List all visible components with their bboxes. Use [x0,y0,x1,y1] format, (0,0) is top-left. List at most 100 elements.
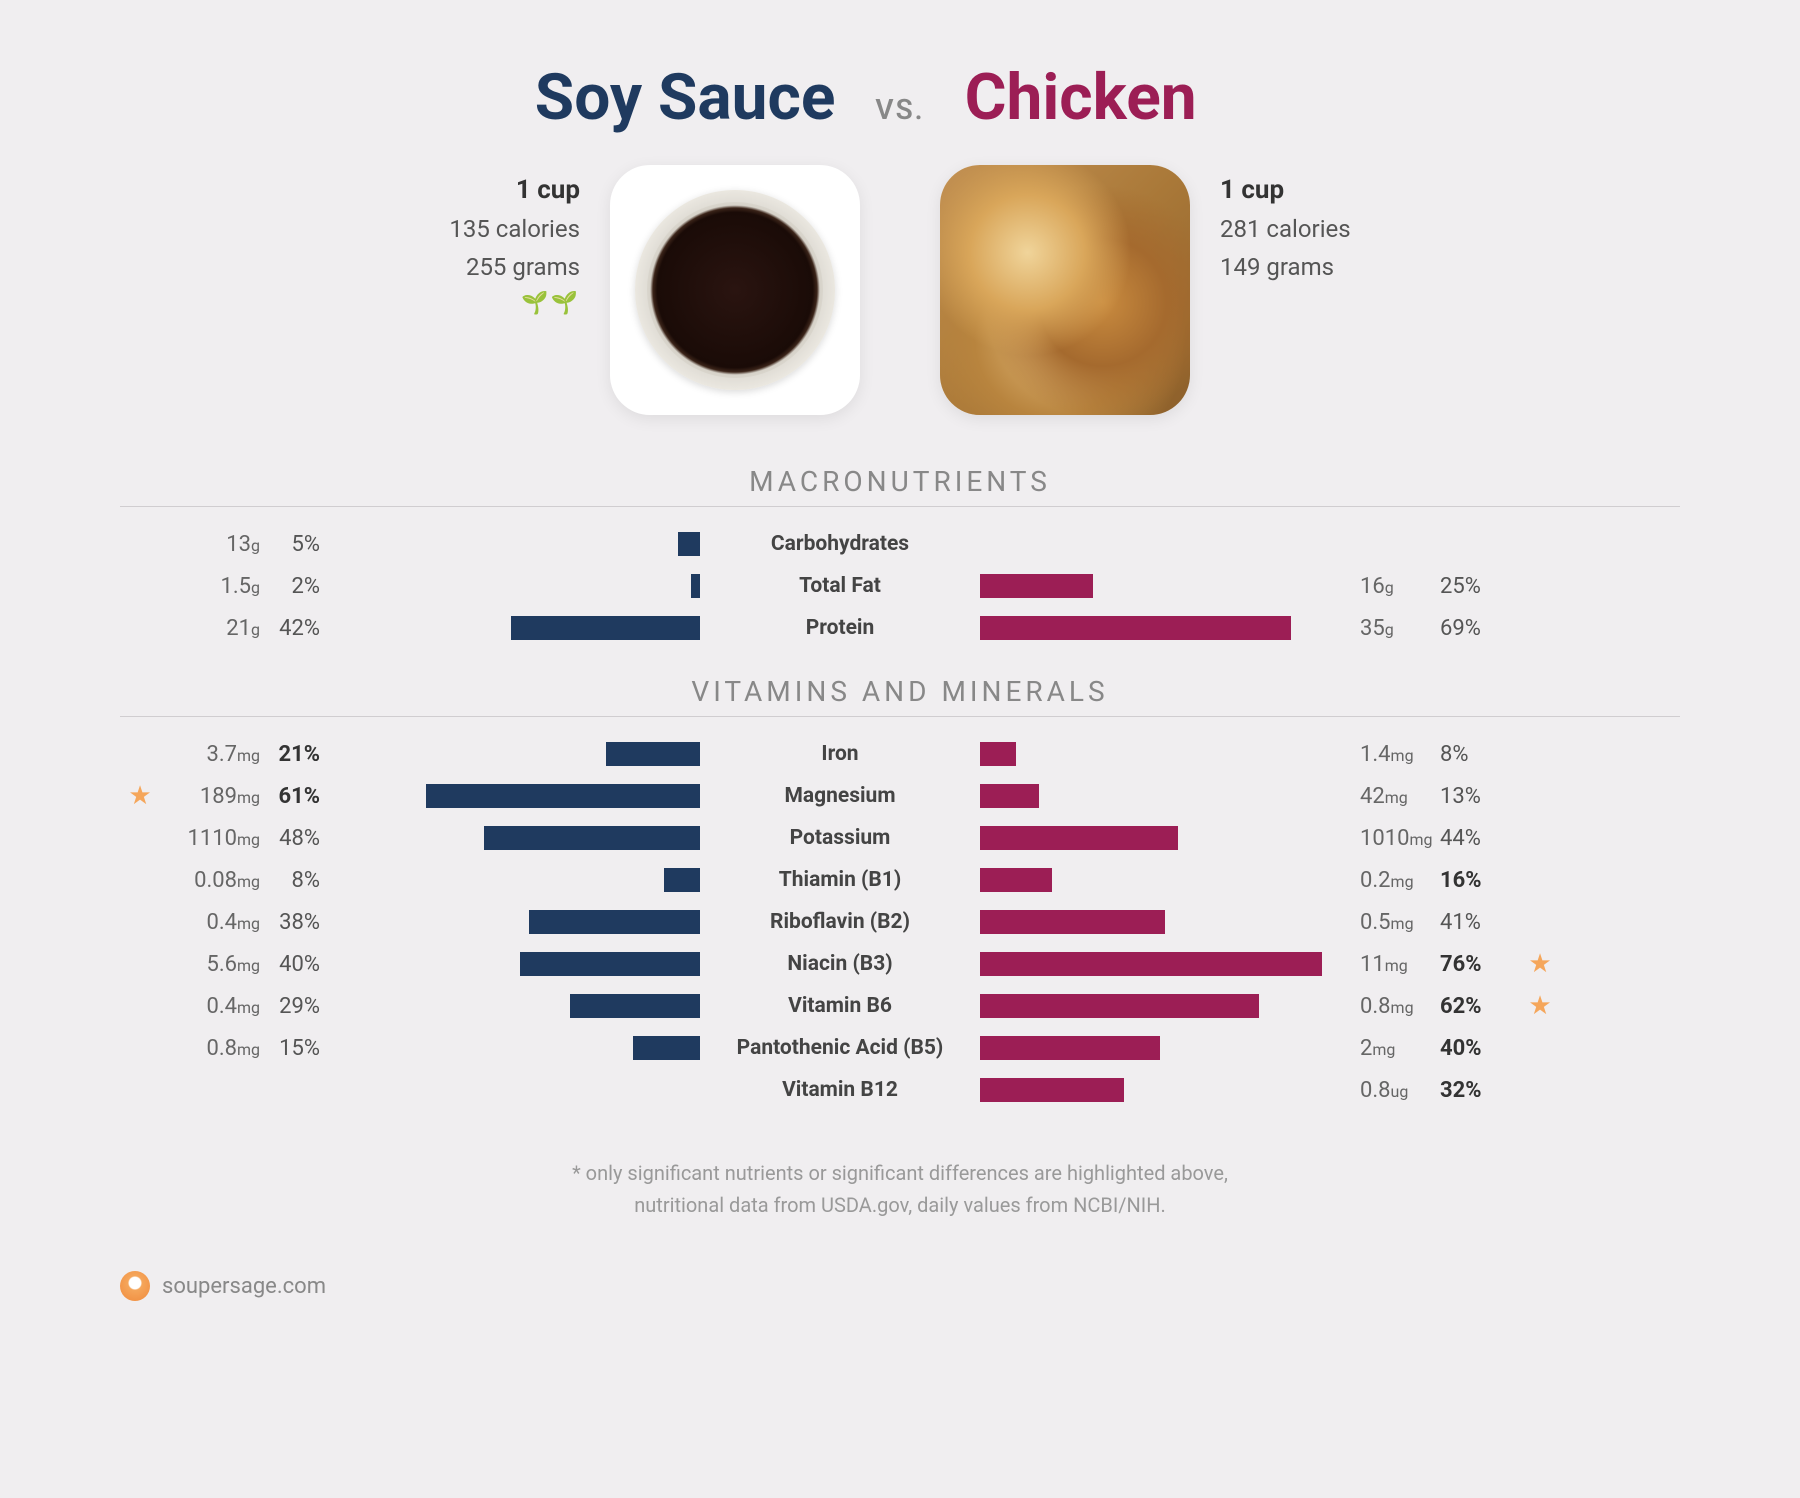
nutrient-row: 1110mg48% Potassium 1010mg44% [120,821,1680,855]
left-bar [340,992,700,1020]
divider [120,716,1680,717]
nutrient-row: 5.6mg40%Niacin (B3)11mg76%★ [120,947,1680,981]
left-value: 1110mg [160,826,260,851]
left-bar [340,1076,700,1104]
right-bar [980,1076,1340,1104]
left-value: 0.08mg [160,868,260,893]
left-value: 13g [160,532,260,557]
right-percent: 62% [1440,994,1520,1019]
chicken-icon [940,165,1190,415]
macros-chart: 13g5% Carbohydrates 1.5g2% Total Fat 16g25% 2… [120,527,1680,645]
right-bar [980,908,1340,936]
right-percent: 16% [1440,868,1520,893]
food-row: 1 cup 135 calories 255 grams 🌱🌱 1 cup 28… [120,165,1680,415]
nutrient-row: 0.4mg38%Riboflavin (B2)0.5mg41% [120,905,1680,939]
left-percent: 2% [260,574,340,599]
macros-section-title: MACRONUTRIENTS [120,465,1680,498]
right-percent: 44% [1440,826,1520,851]
right-food-title: Chicken [965,60,1680,135]
nutrient-row: 13g5% Carbohydrates [120,527,1680,561]
left-grams: 255 grams [466,253,580,281]
nutrient-label: Protein [700,616,980,640]
right-percent: 41% [1440,910,1520,935]
right-bar [980,866,1340,894]
left-food-image [610,165,860,415]
right-serving: 1 cup [1220,175,1284,205]
left-percent: 5% [260,532,340,557]
right-value: 0.2mg [1340,868,1440,893]
right-percent: 40% [1440,1036,1520,1061]
right-value: 42mg [1340,784,1440,809]
nutrient-row: 21g42% Protein 35g69% [120,611,1680,645]
star-icon: ★ [1520,991,1560,1021]
nutrient-label: Potassium [700,826,980,850]
vitamins-section-title: VITAMINS AND MINERALS [120,675,1680,708]
left-percent: 40% [260,952,340,977]
right-percent: 69% [1440,616,1520,641]
right-food-block: 1 cup 281 calories 149 grams [940,165,1351,415]
star-icon: ★ [120,781,160,811]
right-bar [980,1034,1340,1062]
right-value: 1.4mg [1340,742,1440,767]
left-value: 0.8mg [160,1036,260,1061]
right-percent: 13% [1440,784,1520,809]
nutrient-row: Vitamin B120.8ug32% [120,1073,1680,1107]
left-percent: 48% [260,826,340,851]
brand-icon [120,1271,150,1301]
left-food-block: 1 cup 135 calories 255 grams 🌱🌱 [449,165,860,415]
nutrient-row: 0.08mg8%Thiamin (B1)0.2mg16% [120,863,1680,897]
branding: soupersage.com [120,1271,1680,1301]
left-value: 3.7mg [160,742,260,767]
header-row: Soy Sauce VS. Chicken [120,60,1680,135]
right-percent: 25% [1440,574,1520,599]
nutrient-row: 1.5g2% Total Fat 16g25% [120,569,1680,603]
left-value: 0.4mg [160,910,260,935]
nutrient-label: Vitamin B6 [700,994,980,1018]
left-percent: 42% [260,616,340,641]
left-value: 0.4mg [160,994,260,1019]
right-value: 2mg [1340,1036,1440,1061]
right-bar [980,992,1340,1020]
right-percent: 76% [1440,952,1520,977]
left-calories: 135 calories [449,215,580,243]
right-percent: 8% [1440,742,1520,767]
right-value: 0.8mg [1340,994,1440,1019]
nutrient-label: Iron [700,742,980,766]
right-bar [980,614,1340,642]
left-bar [340,950,700,978]
left-value: 5.6mg [160,952,260,977]
right-food-image [940,165,1190,415]
left-food-title: Soy Sauce [120,60,835,135]
nutrient-row: 3.7mg21%Iron1.4mg8% [120,737,1680,771]
nutrient-label: Pantothenic Acid (B5) [700,1036,980,1060]
left-value: 189mg [160,784,260,809]
left-bar [340,866,700,894]
left-value: 21g [160,616,260,641]
nutrient-label: Niacin (B3) [700,952,980,976]
divider [120,506,1680,507]
right-value: 11mg [1340,952,1440,977]
left-percent: 15% [260,1036,340,1061]
right-grams: 149 grams [1220,253,1334,281]
right-bar [980,824,1340,852]
nutrient-row: 0.8mg15% Pantothenic Acid (B5) 2mg40% [120,1031,1680,1065]
left-percent: 8% [260,868,340,893]
left-serving: 1 cup [516,175,580,205]
left-bar [340,614,700,642]
footnote-line-1: * only significant nutrients or signific… [120,1157,1680,1189]
right-value: 35g [1340,616,1440,641]
left-bar [340,782,700,810]
nutrient-label: Total Fat [700,574,980,598]
nutrient-label: Riboflavin (B2) [700,910,980,934]
nutrient-label: Carbohydrates [700,532,980,556]
right-food-info: 1 cup 281 calories 149 grams [1220,165,1351,281]
right-value: 0.5mg [1340,910,1440,935]
footnote: * only significant nutrients or signific… [120,1157,1680,1221]
left-bar [340,572,700,600]
nutrient-row: 0.4mg29%Vitamin B60.8mg62%★ [120,989,1680,1023]
right-value: 1010mg [1340,826,1440,851]
right-value: 16g [1340,574,1440,599]
left-value: 1.5g [160,574,260,599]
right-bar [980,782,1340,810]
soy-sauce-icon [635,190,835,390]
